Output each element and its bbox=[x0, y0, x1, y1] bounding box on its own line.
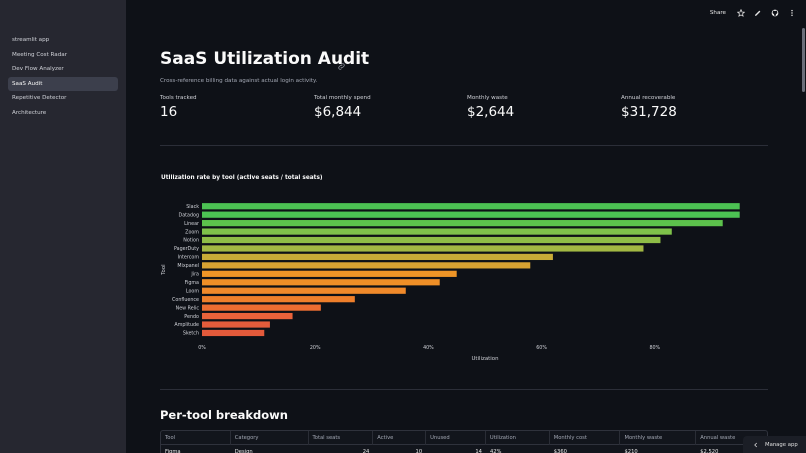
bar-mixpanel[interactable] bbox=[202, 262, 531, 269]
metric-tools-tracked: Tools tracked 16 bbox=[160, 95, 310, 120]
bar-loom[interactable] bbox=[202, 287, 406, 294]
metric-value: 16 bbox=[160, 104, 178, 120]
y-tick-label: Jira bbox=[190, 272, 199, 278]
y-tick-label: Sketch bbox=[183, 331, 199, 337]
bar-confluence[interactable] bbox=[202, 296, 355, 303]
column-header-category[interactable]: Category bbox=[231, 431, 309, 445]
bar-intercom[interactable] bbox=[202, 253, 553, 261]
table-row[interactable]: Figma Design 24 10 14 42% $360 $210 $2,5… bbox=[161, 445, 767, 453]
sidebar-item-repetitive-detector[interactable]: Repetitive Detector bbox=[12, 95, 67, 101]
edit-icon[interactable] bbox=[753, 9, 762, 18]
column-header-monthly-cost[interactable]: Monthly cost bbox=[550, 431, 621, 445]
bar-notion[interactable] bbox=[202, 236, 661, 244]
column-header-utilization[interactable]: Utilization bbox=[486, 431, 550, 445]
sidebar-item-saas-audit[interactable]: SaaS Audit bbox=[8, 76, 118, 91]
divider bbox=[160, 145, 768, 146]
x-tick-label: 80% bbox=[649, 345, 660, 351]
metric-value: $2,644 bbox=[467, 104, 515, 120]
y-tick-label: Loom bbox=[186, 288, 199, 294]
table-header: Tool Category Total seats Active Unused … bbox=[161, 431, 767, 445]
github-icon[interactable] bbox=[770, 9, 779, 18]
bar-sketch[interactable] bbox=[202, 329, 265, 337]
y-tick-label: Amplitude bbox=[174, 322, 199, 328]
section-title: Per-tool breakdown bbox=[160, 408, 288, 422]
sidebar-item-dev-flow-analyzer[interactable]: Dev Flow Analyzer bbox=[12, 66, 64, 72]
y-tick-label: Notion bbox=[183, 238, 199, 244]
y-tick-label: New Relic bbox=[176, 305, 200, 311]
table-cell: $2,520 bbox=[700, 449, 719, 453]
y-tick-label: Pendo bbox=[184, 314, 199, 320]
metric-label: Monthly waste bbox=[467, 95, 508, 101]
metric-label: Tools tracked bbox=[160, 95, 197, 101]
toolbar: Share bbox=[710, 6, 796, 20]
bar-linear[interactable] bbox=[202, 220, 723, 227]
chevron-left-icon bbox=[754, 442, 758, 447]
y-tick-label: Intercom bbox=[178, 255, 200, 261]
table-cell: 42% bbox=[489, 449, 502, 453]
more-icon[interactable] bbox=[787, 9, 796, 18]
column-header-monthly-waste[interactable]: Monthly waste bbox=[620, 431, 697, 445]
column-header-annual-waste[interactable]: Annual waste bbox=[700, 434, 736, 441]
share-button[interactable]: Share bbox=[709, 10, 726, 16]
bar-datadog[interactable] bbox=[202, 211, 740, 218]
bar-pagerduty[interactable] bbox=[202, 245, 644, 252]
metric-label: Total monthly spend bbox=[314, 95, 371, 101]
y-tick-label: Confluence bbox=[172, 297, 199, 303]
sidebar-item-architecture[interactable]: Architecture bbox=[12, 109, 47, 116]
sidebar-item-meeting-cost-radar[interactable]: Meeting Cost Radar bbox=[12, 51, 68, 58]
table-cell: 10 bbox=[415, 449, 423, 453]
table-cell: 14 bbox=[475, 449, 482, 453]
x-axis-label: Utilization bbox=[471, 356, 498, 362]
bar-figma[interactable] bbox=[202, 279, 440, 286]
table-cell: $360 bbox=[553, 449, 567, 453]
column-header-unused[interactable]: Unused bbox=[426, 431, 486, 445]
x-tick-label: 0% bbox=[198, 345, 206, 351]
utilization-bar-chart: Slack Datadog Linear Zoom Notion PagerDuty Int… bbox=[161, 203, 740, 362]
sidebar-item-streamlit-app[interactable]: streamlit app bbox=[12, 37, 50, 43]
y-tick-label: Slack bbox=[186, 204, 199, 210]
y-tick-label: Mixpanel bbox=[177, 263, 199, 269]
page-title: SaaS Utilization Audit bbox=[160, 49, 370, 69]
page-subtitle: Cross-reference billing data against act… bbox=[160, 78, 318, 84]
x-tick-label: 20% bbox=[310, 345, 321, 351]
y-tick-label: Zoom bbox=[185, 229, 199, 235]
column-header-tool[interactable]: Tool bbox=[161, 431, 231, 445]
star-icon[interactable] bbox=[736, 9, 745, 18]
metric-monthly-waste: Monthly waste $2,644 bbox=[467, 95, 617, 120]
y-axis-label: Tool bbox=[161, 264, 167, 275]
breakdown-table[interactable]: Tool Category Total seats Active Unused … bbox=[160, 430, 768, 453]
table-cell: 24 bbox=[362, 449, 370, 453]
y-tick-label: Datadog bbox=[179, 212, 199, 218]
metric-total-monthly-spend: Total monthly spend $6,844 bbox=[314, 95, 464, 120]
bar-pendo[interactable] bbox=[202, 312, 293, 320]
bar-amplitude[interactable] bbox=[202, 321, 270, 328]
x-tick-label: 40% bbox=[423, 345, 434, 351]
y-tick-label: PagerDuty bbox=[174, 246, 199, 252]
column-header-total-seats[interactable]: Total seats bbox=[309, 431, 374, 445]
column-header-active[interactable]: Active bbox=[373, 431, 427, 445]
sidebar-nav: streamlit app Meeting Cost Radar Dev Flo… bbox=[8, 33, 118, 120]
sidebar: streamlit app Meeting Cost Radar Dev Flo… bbox=[0, 0, 126, 453]
divider bbox=[160, 389, 768, 390]
table-cell: Figma bbox=[165, 449, 181, 453]
x-tick-label: 60% bbox=[536, 345, 547, 351]
scrollbar[interactable] bbox=[802, 28, 805, 92]
bar-jira[interactable] bbox=[202, 270, 457, 277]
metric-annual-recoverable: Annual recoverable $31,728 bbox=[621, 95, 771, 120]
metric-value: $31,728 bbox=[621, 104, 677, 120]
y-tick-label: Linear bbox=[184, 221, 199, 227]
bar-slack[interactable] bbox=[202, 203, 740, 210]
bar-new-relic[interactable] bbox=[202, 304, 321, 311]
table-cell: Design bbox=[234, 449, 253, 453]
chart-title: Utilization rate by tool (active seats /… bbox=[161, 175, 323, 181]
manage-app-button[interactable]: Manage app bbox=[743, 436, 806, 453]
manage-app-label: Manage app bbox=[765, 441, 798, 448]
metric-label: Annual recoverable bbox=[621, 95, 676, 101]
table-cell: $210 bbox=[624, 449, 638, 453]
bar-zoom[interactable] bbox=[202, 228, 672, 235]
link-anchor-icon[interactable] bbox=[337, 56, 346, 70]
metric-value: $6,844 bbox=[314, 104, 362, 120]
y-tick-label: Figma bbox=[185, 280, 199, 286]
